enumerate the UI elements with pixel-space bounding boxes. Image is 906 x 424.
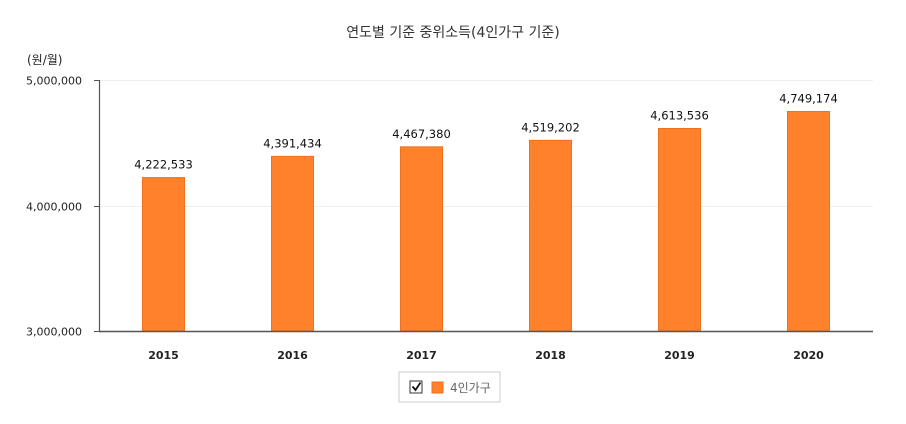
legend-swatch <box>431 381 444 394</box>
data-label: 4,467,380 <box>392 127 451 141</box>
y-tick-label: 4,000,000 <box>26 201 82 214</box>
x-tick-label: 2020 <box>793 349 824 362</box>
x-tick-label: 2016 <box>277 349 308 362</box>
x-tick-label: 2018 <box>535 349 566 362</box>
x-tick-labels: 2015 2016 2017 2018 2019 2020 <box>148 349 824 362</box>
legend: 4인가구 <box>398 371 501 403</box>
x-tick-label: 2017 <box>406 349 437 362</box>
bar-2020[interactable] <box>787 110 830 332</box>
data-label: 4,519,202 <box>521 120 580 134</box>
axes <box>98 80 873 333</box>
y-tick-labels: 5,000,000 4,000,000 3,000,000 <box>26 75 99 339</box>
data-label: 4,222,533 <box>134 158 193 172</box>
data-label: 4,613,536 <box>650 109 709 123</box>
legend-box <box>398 371 501 403</box>
y-tick-label: 5,000,000 <box>26 75 82 88</box>
bars <box>142 110 830 332</box>
gridlines <box>99 80 873 207</box>
bar-2017[interactable] <box>400 146 443 332</box>
data-label: 4,749,174 <box>779 91 838 105</box>
bar-2019[interactable] <box>658 128 701 332</box>
x-tick-label: 2019 <box>664 349 695 362</box>
legend-checkbox[interactable] <box>409 380 423 394</box>
y-tick-label: 3,000,000 <box>26 326 82 339</box>
x-tick-label: 2015 <box>148 349 179 362</box>
bar-2016[interactable] <box>271 155 314 332</box>
bar-2015[interactable] <box>142 177 185 332</box>
bar-2018[interactable] <box>529 139 572 332</box>
y-axis-unit-label: (원/월) <box>27 53 63 67</box>
chart-title: 연도별 기준 중위소득(4인가구 기준) <box>346 25 560 41</box>
check-icon <box>411 382 422 392</box>
data-label: 4,391,434 <box>263 136 322 150</box>
data-labels: 4,222,533 4,391,434 4,467,380 4,519,202 4,61… <box>134 91 838 171</box>
legend-label: 4인가구 <box>450 381 491 395</box>
